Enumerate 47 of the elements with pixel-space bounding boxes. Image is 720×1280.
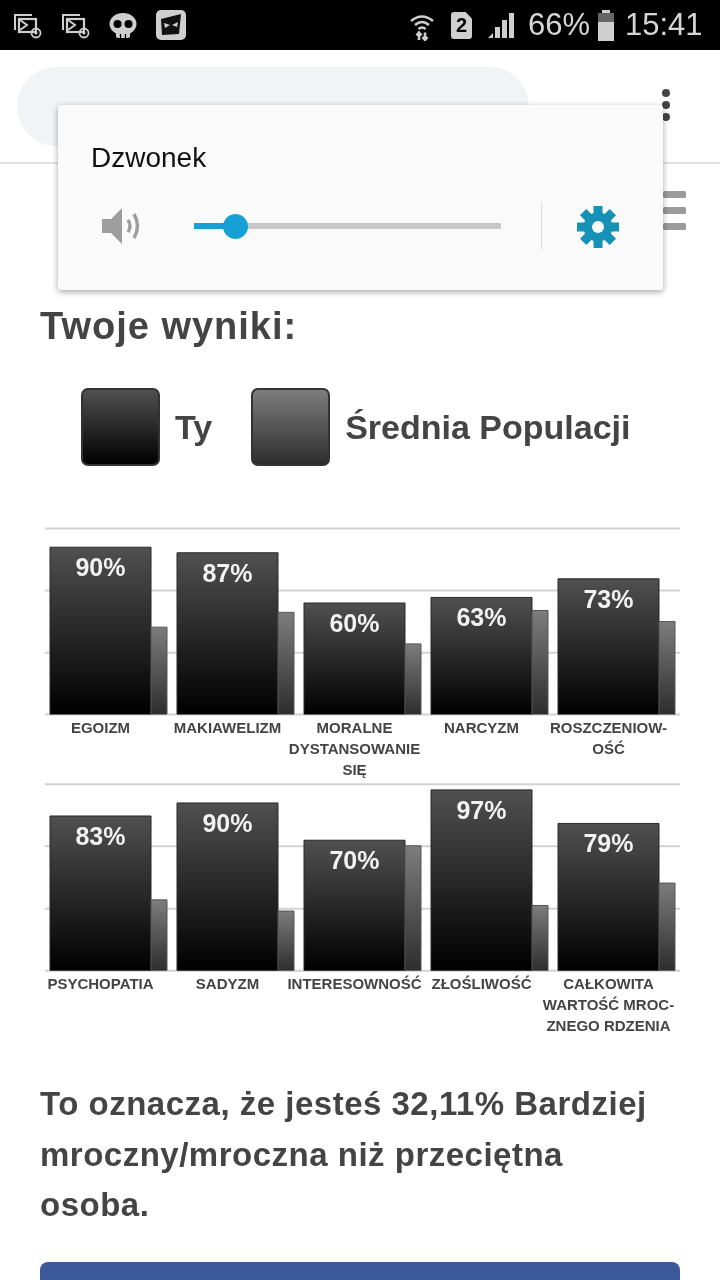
text: To oznacza, że jesteś 32,11% Bardziej mroczny/mroczna niż przeciętna osoba. — [40, 1084, 648, 1225]
bar — [303, 839, 406, 971]
data-label: 83% — [75, 821, 126, 850]
data-label: 79% — [583, 829, 634, 858]
x-tick-label: EGOIZM — [70, 718, 131, 736]
data-label: 90% — [75, 553, 126, 582]
data-label: 60% — [329, 609, 380, 637]
legend-label: Ty — [175, 407, 213, 447]
x-tick-label: ROSZCZENIOW-OŚĆ — [549, 718, 668, 757]
x-tick-label: PSYCHOPATIA — [47, 974, 154, 992]
x-tick-label: INTERESOWNOŚĆ — [287, 974, 422, 992]
volume-popup: Dzwonek — [58, 105, 663, 290]
bar — [49, 815, 152, 971]
bar — [277, 611, 295, 715]
data-label: 73% — [583, 584, 634, 613]
bar — [404, 845, 422, 971]
bar — [303, 602, 406, 715]
bar — [49, 546, 152, 715]
bar — [430, 596, 533, 715]
x-tick-label: ZŁOŚLIWOŚĆ — [431, 974, 532, 992]
bar — [531, 609, 549, 715]
data-label: 70% — [329, 846, 380, 875]
bar — [531, 904, 549, 971]
bar — [176, 802, 279, 971]
status-bar: 2 66% 15:41 — [0, 0, 720, 50]
x-tick-label: MAKIAWELIZM — [173, 718, 282, 736]
bar — [150, 899, 168, 971]
data-label: 97% — [456, 795, 507, 824]
x-tick-label: NARCYZM — [444, 718, 519, 736]
bar — [658, 882, 676, 971]
x-tick-label: MORALNE DYSTANSOWANIE SIĘ — [288, 718, 421, 778]
bar — [557, 578, 660, 715]
x-tick-label: SADYZM — [195, 974, 260, 992]
data-label: 63% — [456, 603, 507, 632]
bar — [176, 552, 279, 715]
data-label: 87% — [202, 558, 253, 587]
bar — [277, 910, 295, 971]
chart-title: Twoje wyniki: — [40, 303, 298, 348]
bar — [430, 789, 533, 971]
x-tick-label: CAŁKOWITA WARTOŚĆ MROC-ZNEGO RDZENIA — [542, 974, 675, 1034]
bar — [150, 626, 168, 715]
sim-icon: 2 — [451, 12, 472, 39]
legend-label: Średnia Populacji — [345, 407, 631, 447]
data-label: 90% — [202, 808, 253, 837]
bar — [658, 621, 676, 715]
bar — [557, 822, 660, 971]
bar — [404, 643, 422, 715]
